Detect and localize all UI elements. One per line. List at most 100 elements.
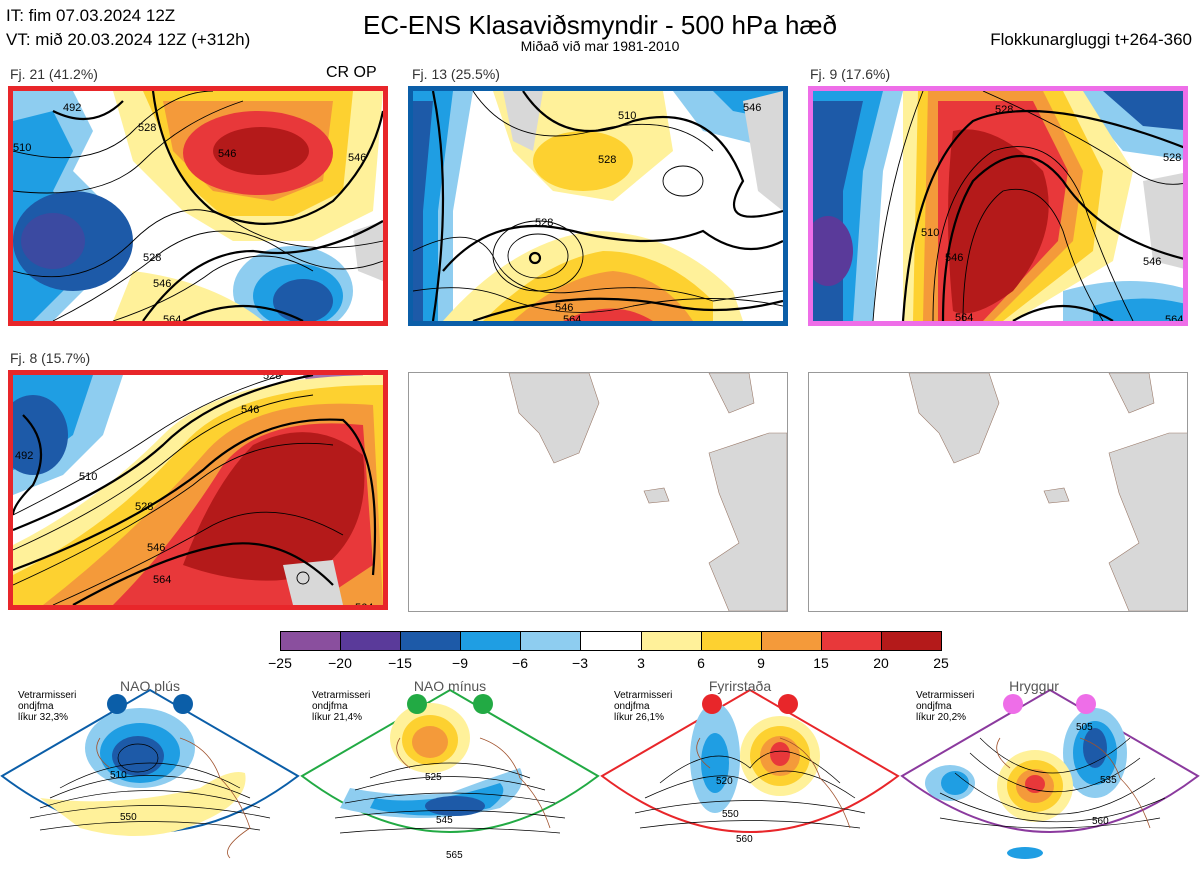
contour-label: 510 — [618, 110, 636, 122]
contour-label: 546 — [348, 152, 366, 164]
contour-label: 550 — [722, 809, 739, 820]
contour-label: 528 — [535, 217, 553, 229]
regime-dot — [702, 694, 722, 714]
colorbar-tick: −20 — [328, 655, 352, 671]
contour-label: 564 — [955, 312, 973, 321]
contour-label: 546 — [153, 278, 171, 290]
colorbar-cell — [400, 632, 461, 650]
regime-dot — [407, 694, 427, 714]
regime-dot — [1076, 694, 1096, 714]
cluster-2-label: Fj. 13 (25.5%) — [412, 66, 500, 82]
contour-label: 528 — [995, 104, 1013, 116]
regime-info: Vetrarmisseri ondjfma líkur 32,3% — [18, 690, 77, 723]
colorbar-cell — [281, 632, 341, 650]
regime-dot — [173, 694, 193, 714]
contour-label: 510 — [110, 770, 127, 781]
colorbar-cell — [580, 632, 641, 650]
colorbar-cell — [520, 632, 581, 650]
regime-dot — [473, 694, 493, 714]
colorbar-tick: −3 — [572, 655, 588, 671]
colorbar-tick: −9 — [452, 655, 468, 671]
window-label: Flokkunargluggi t+264-360 — [990, 30, 1192, 49]
cluster-4-label: Fj. 8 (15.7%) — [10, 350, 91, 366]
cluster-map-2: 510 528 528 546 546 564 — [408, 86, 788, 326]
regime-nao-minus: 525 545 565 NAO mínus Vetrarmisseri ondjf… — [300, 678, 600, 871]
contour-label: 546 — [743, 102, 761, 114]
cluster-map-4: 492 510 528 528 546 546 564 564 — [8, 370, 388, 610]
contour-label: 525 — [425, 772, 442, 783]
issue-time: IT: fim 07.03.2024 12Z — [6, 6, 176, 25]
regime-ridge: 505 535 560 Hryggur Vetrarmisseri ondjfma… — [900, 678, 1200, 871]
contour-label: 528 — [263, 375, 281, 382]
contour-label: 546 — [147, 542, 165, 554]
contour-label: 510 — [79, 471, 97, 483]
contour-label: 528 — [598, 154, 616, 166]
contour-label: 550 — [120, 812, 137, 823]
colorbar-tick: 9 — [757, 655, 765, 671]
cluster-map-3: 528 528 510 546 546 564 564 — [808, 86, 1188, 326]
colorbar-cell — [820, 632, 881, 650]
cluster-1-label: Fj. 21 (41.2%) — [10, 66, 98, 82]
cluster-map-1: 492 510 528 528 546 546 546 564 — [8, 86, 388, 326]
page-subtitle: Miðað við mar 1981-2010 — [520, 38, 680, 54]
contour-label: 546 — [945, 252, 963, 264]
cluster-3-label: Fj. 9 (17.6%) — [810, 66, 891, 82]
contour-label: 546 — [241, 404, 259, 416]
colorbar-tick: 25 — [933, 655, 949, 671]
contour-label: 565 — [446, 850, 463, 861]
contour-label: 560 — [1092, 816, 1109, 827]
regime-info: Vetrarmisseri ondjfma líkur 26,1% — [614, 690, 673, 723]
regime-title: NAO plús — [120, 678, 180, 694]
colorbar-cell — [460, 632, 521, 650]
regime-dot — [1003, 694, 1023, 714]
contour-label: 528 — [1163, 152, 1181, 164]
regime-blocking: 520 550 560 Fyrirstaða Vetrarmisseri ondj… — [600, 678, 900, 871]
empty-map-1 — [408, 372, 788, 612]
contour-label: 564 — [163, 314, 181, 321]
colorbar-cell — [700, 632, 761, 650]
colorbar-tick: 20 — [873, 655, 889, 671]
colorbar — [280, 631, 942, 651]
colorbar-tick: −25 — [268, 655, 292, 671]
regime-dot — [778, 694, 798, 714]
contour-label: 528 — [135, 501, 153, 513]
contour-label: 520 — [716, 776, 733, 787]
regime-nao-plus: 510 550 NAO plús Vetrarmisseri ondjfma lík… — [0, 678, 300, 871]
regime-title: Fyrirstaða — [708, 678, 772, 694]
contour-label: 545 — [436, 815, 453, 826]
colorbar-tick: −15 — [388, 655, 412, 671]
contour-label: 546 — [218, 148, 236, 160]
contour-label: 564 — [563, 314, 581, 321]
regime-title: NAO mínus — [413, 678, 487, 694]
contour-label: 492 — [63, 102, 81, 114]
page-title: EC-ENS Klasaviðsmyndir - 500 hPa hæð — [363, 10, 837, 40]
colorbar-cell — [340, 632, 401, 650]
contour-label: 546 — [1143, 256, 1161, 268]
colorbar-cell — [760, 632, 821, 650]
cluster-1-tag: CR OP — [326, 64, 377, 81]
contour-label: 510 — [13, 142, 31, 154]
contour-label: 564 — [153, 574, 171, 586]
colorbar-tick: 15 — [813, 655, 829, 671]
colorbar-labels: −25 −20 −15 −9 −6 −3 3 6 9 15 20 25 — [268, 655, 949, 673]
contour-label: 505 — [1076, 722, 1093, 733]
regime-info: Vetrarmisseri ondjfma líkur 20,2% — [916, 690, 975, 723]
contour-label: 564 — [355, 602, 373, 605]
contour-label: 564 — [1165, 314, 1183, 321]
regime-dot — [107, 694, 127, 714]
valid-time: VT: mið 20.03.2024 12Z (+312h) — [6, 30, 251, 49]
colorbar-tick: −6 — [512, 655, 528, 671]
contour-label: 510 — [921, 227, 939, 239]
colorbar-tick: 3 — [637, 655, 645, 671]
contour-label: 546 — [555, 302, 573, 314]
colorbar-cell — [880, 632, 942, 650]
empty-map-2 — [808, 372, 1188, 612]
regime-title: Hryggur — [1009, 678, 1059, 694]
contour-label: 528 — [138, 122, 156, 134]
contour-label: 492 — [15, 450, 33, 462]
colorbar-tick: 6 — [697, 655, 705, 671]
colorbar-cell — [640, 632, 701, 650]
contour-label: 560 — [736, 834, 753, 845]
contour-label: 535 — [1100, 775, 1117, 786]
regime-info: Vetrarmisseri ondjfma líkur 21,4% — [312, 690, 371, 723]
